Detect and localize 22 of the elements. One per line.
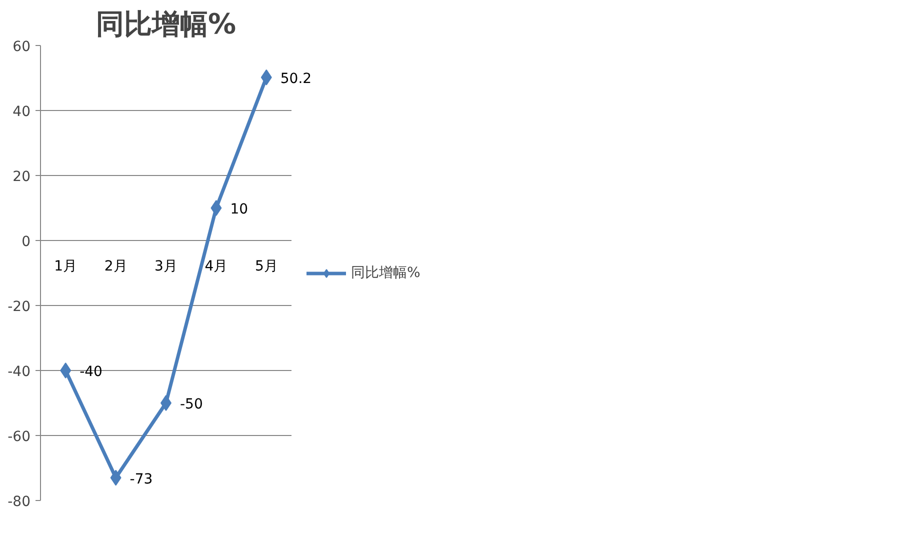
data-label: -40: [80, 364, 102, 380]
y-tick-label: -60: [8, 429, 31, 445]
y-tick-label: 20: [12, 169, 31, 185]
x-tick-label: 2月: [104, 258, 128, 274]
legend-label: 同比增幅%: [351, 264, 420, 282]
y-tick-label: 60: [12, 39, 31, 55]
y-tick-label: 40: [12, 104, 31, 120]
point: [210, 200, 222, 216]
y-tick-label: -40: [8, 364, 31, 380]
chart-title: 同比增幅%: [96, 8, 236, 40]
x-tick-label: 1月: [54, 258, 78, 274]
y-tick-label: 0: [22, 234, 31, 250]
point: [60, 362, 72, 378]
data-label: 50.2: [280, 70, 312, 87]
x-tick-label: 3月: [154, 258, 178, 274]
y-tick-label: -80: [8, 494, 31, 510]
x-tick-label: 5月: [254, 258, 278, 274]
data-label: -73: [130, 471, 153, 488]
x-tick-label: 4月: [204, 258, 228, 274]
data-label: -50: [180, 396, 203, 412]
data-label: 10: [230, 202, 248, 218]
y-tick-label: -20: [8, 299, 31, 315]
